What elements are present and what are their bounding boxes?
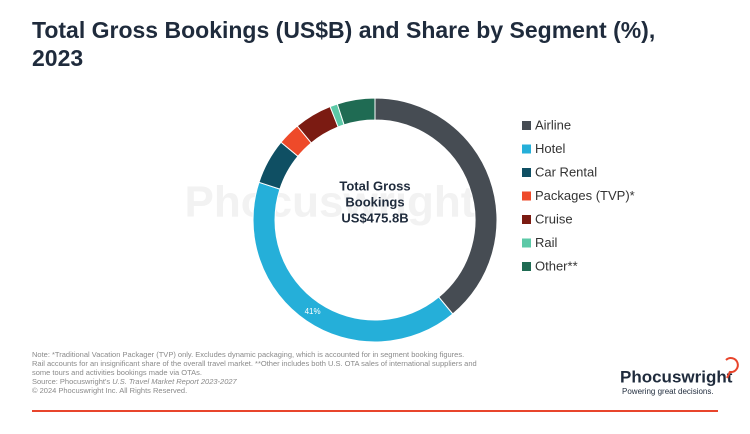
chart-title: Total Gross Bookings (US$B) and Share by… bbox=[32, 17, 655, 43]
note: Rail accounts for an insignificant share… bbox=[32, 359, 477, 368]
donut-segment bbox=[336, 97, 376, 126]
legend-label: Packages (TVP)* bbox=[535, 188, 635, 203]
watermark: Phocuswright bbox=[185, 178, 476, 227]
legend-label: Rail bbox=[535, 235, 558, 250]
source-title: U.S. Travel Market Report 2023-2027 bbox=[112, 377, 237, 386]
center-label: Total Gross bbox=[339, 178, 410, 193]
legend-swatch bbox=[522, 121, 531, 130]
center-label: US$475.8B bbox=[341, 210, 408, 225]
legend-swatch bbox=[522, 238, 531, 248]
center-label: Bookings bbox=[345, 194, 404, 209]
legend: Airline Hotel Car Rental Packages (TVP)* Cru… bbox=[522, 117, 635, 273]
source-prefix: Source: Phocuswright's bbox=[32, 377, 112, 386]
legend-swatch bbox=[522, 191, 531, 201]
donut: 41% bbox=[252, 97, 498, 343]
chart-title: 2023 bbox=[32, 45, 83, 71]
logo-icon bbox=[725, 357, 739, 379]
legend-swatch bbox=[522, 262, 531, 271]
legend-swatch bbox=[522, 168, 531, 177]
legend-label: Car Rental bbox=[535, 164, 597, 179]
note: Note: *Traditional Vacation Packager (TV… bbox=[32, 350, 464, 359]
copyright: © 2024 Phocuswright Inc. All Rights Rese… bbox=[32, 386, 187, 395]
legend-label: Airline bbox=[535, 117, 571, 132]
legend-swatch bbox=[522, 144, 531, 154]
logo: Phocuswright bbox=[620, 367, 733, 386]
legend-label: Other** bbox=[535, 258, 578, 273]
source: Source: Phocuswright's U.S. Travel Marke… bbox=[32, 377, 238, 386]
logo-tagline: Powering great decisions. bbox=[622, 387, 714, 396]
data-label: 41% bbox=[305, 307, 321, 316]
legend-label: Hotel bbox=[535, 141, 565, 156]
note: some tours and activities bookings made … bbox=[32, 368, 202, 377]
legend-swatch bbox=[522, 215, 531, 224]
legend-label: Cruise bbox=[535, 211, 573, 226]
